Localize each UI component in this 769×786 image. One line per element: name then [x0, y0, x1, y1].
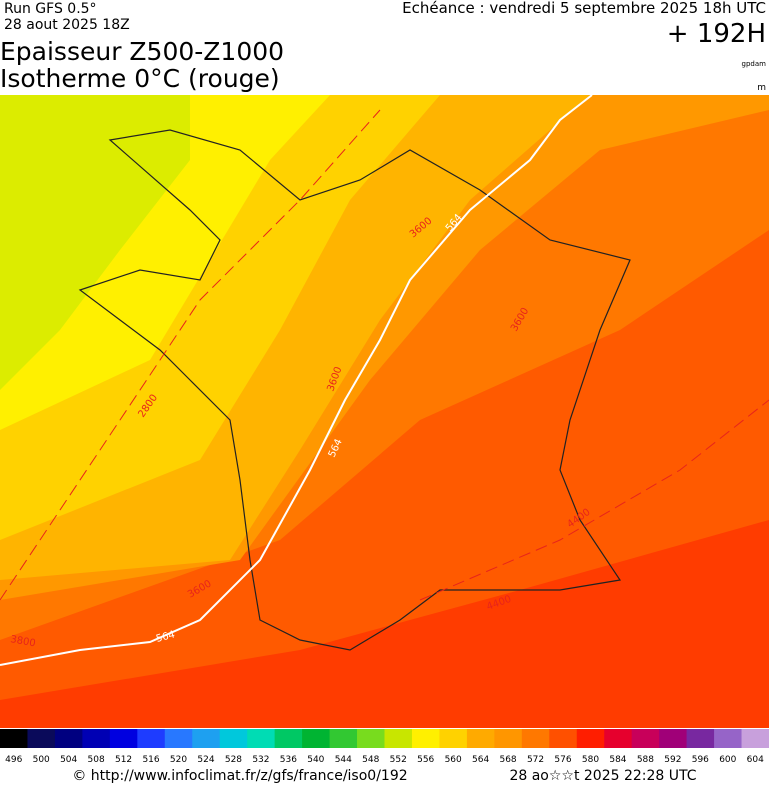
color-swatch [466, 729, 495, 748]
color-swatch [54, 729, 83, 748]
colorbar-tick: 604 [747, 755, 764, 765]
color-swatch [631, 729, 660, 748]
color-swatch [137, 729, 166, 748]
timestamp: 28 ao☆☆t 2025 22:28 UTC [509, 768, 696, 784]
colorbar-tick: 584 [609, 755, 626, 765]
color-swatch [219, 729, 248, 748]
color-swatch [494, 729, 523, 748]
color-swatch [576, 729, 605, 748]
colorbar-tick: 572 [527, 755, 544, 765]
colorbar-tick: 552 [390, 755, 407, 765]
color-swatch [714, 729, 743, 748]
colorbar-tick: 544 [335, 755, 352, 765]
color-swatch [302, 729, 331, 748]
colorbar-tick: 504 [60, 755, 77, 765]
colorbar-tick: 580 [582, 755, 599, 765]
colorbar-tick: 500 [33, 755, 50, 765]
colorbar-tick: 588 [637, 755, 654, 765]
colorbar-tick: 540 [307, 755, 324, 765]
color-swatch [0, 729, 28, 748]
color-swatch [604, 729, 633, 748]
color-swatch [357, 729, 385, 748]
colorbar-tick: 568 [499, 755, 516, 765]
color-swatch [164, 729, 193, 748]
colorbar-tick: 512 [115, 755, 132, 765]
color-swatch [27, 729, 56, 748]
color-swatch [384, 729, 413, 748]
colorbar-tick: 508 [88, 755, 105, 765]
color-swatch [439, 729, 468, 748]
colorbar-tick: 496 [5, 755, 22, 765]
colorbar: 496 500 504 508 512 516 520 524 528 532 536 540 544 5… [0, 729, 769, 765]
source-url: © http://www.infoclimat.fr/z/gfs/france/… [72, 768, 407, 784]
colorbar-tick: 524 [197, 755, 214, 765]
run: Run GFS 0.5° [4, 1, 97, 17]
run-date: 28 aout 2025 18Z [4, 17, 130, 33]
colorbar-tick: 532 [252, 755, 269, 765]
color-swatch [192, 729, 221, 748]
color-swatch [521, 729, 550, 748]
colorbar-tick: 596 [692, 755, 709, 765]
color-swatch [411, 729, 440, 748]
lead-time: + 192H [667, 19, 766, 49]
title-line: Isotherme 0°C (rouge) [0, 64, 280, 93]
color-swatch [741, 729, 769, 748]
title-line: Epaisseur Z500-Z1000 [0, 37, 284, 66]
colorbar-tick: 564 [472, 755, 489, 765]
colorbar-tick: 576 [554, 755, 571, 765]
contour-label: 3800 [9, 634, 36, 649]
color-swatch [686, 729, 715, 748]
colorbar-tick: 592 [664, 755, 681, 765]
color-swatch [549, 729, 578, 748]
colorbar-tick: 520 [170, 755, 187, 765]
map: 3600 564 3600 3600 2800 564 3600 564 380… [0, 94, 769, 728]
colorbar-tick: 528 [225, 755, 242, 765]
colorbar-tick: 516 [142, 755, 159, 765]
colorbar-tick: 560 [445, 755, 462, 765]
contour-label: 564 [155, 629, 176, 645]
colorbar-tick: 556 [417, 755, 434, 765]
color-swatch [109, 729, 138, 748]
valid-time: Echéance : vendredi 5 septembre 2025 18h… [402, 0, 766, 17]
colorbar-tick: 600 [719, 755, 736, 765]
unit: m [757, 83, 766, 93]
colorbar-tick: 536 [280, 755, 297, 765]
color-swatch [329, 729, 358, 748]
color-swatch [274, 729, 303, 748]
color-swatch [659, 729, 688, 748]
color-swatch [247, 729, 276, 748]
color-swatch [82, 729, 111, 748]
colorbar-tick: 548 [362, 755, 379, 765]
unit: gpdam [742, 60, 767, 68]
